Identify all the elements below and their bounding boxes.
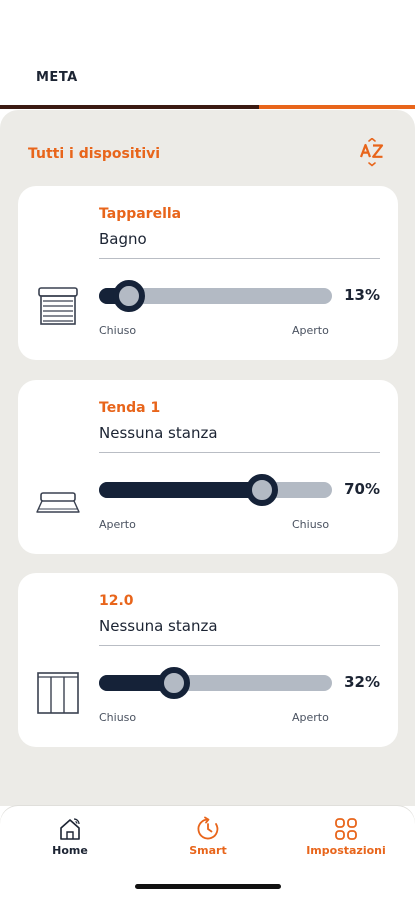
device-room: Nessuna stanza bbox=[99, 617, 218, 635]
home-icon bbox=[60, 818, 80, 840]
slider-fill bbox=[99, 675, 174, 691]
slider-min-label: Aperto bbox=[99, 518, 136, 531]
tab-label: Smart bbox=[189, 844, 227, 857]
slider-thumb[interactable] bbox=[158, 667, 190, 699]
tab-home[interactable]: Home bbox=[44, 816, 96, 866]
device-card-tenda-1[interactable]: Tenda 1 Nessuna stanza 70% Aperto Chiuso bbox=[18, 380, 398, 554]
devices-panel: Tutti i dispositivi Tapparella Bagn bbox=[0, 110, 415, 806]
slider-max-label: Aperto bbox=[292, 711, 329, 724]
slider-min-label: Chiuso bbox=[99, 324, 137, 337]
device-name: Tapparella bbox=[99, 206, 182, 222]
slider-fill bbox=[99, 482, 262, 498]
tab-label: Home bbox=[52, 844, 88, 857]
awning-icon bbox=[34, 476, 82, 524]
tab-impostazioni[interactable]: Impostazioni bbox=[300, 816, 392, 866]
device-room: Bagno bbox=[99, 230, 147, 248]
loading-progress-fill bbox=[0, 105, 260, 109]
slider-min-label: Chiuso bbox=[99, 711, 137, 724]
position-value: 70% bbox=[344, 480, 380, 498]
device-card-tapparella[interactable]: Tapparella Bagno 13% Chiuso Aperto bbox=[18, 186, 398, 360]
tab-smart[interactable]: Smart bbox=[180, 816, 236, 866]
device-name: 12.0 bbox=[99, 593, 134, 609]
section-title: Tutti i dispositivi bbox=[28, 146, 161, 162]
position-value: 13% bbox=[344, 286, 380, 304]
device-room: Nessuna stanza bbox=[99, 424, 218, 442]
home-indicator bbox=[135, 884, 281, 889]
sort-az-icon bbox=[359, 137, 384, 167]
slider-thumb[interactable] bbox=[246, 474, 278, 506]
position-slider[interactable] bbox=[99, 667, 332, 699]
loading-progress-bar bbox=[0, 105, 415, 109]
position-slider[interactable] bbox=[99, 474, 332, 506]
section-header: Tutti i dispositivi bbox=[28, 137, 386, 168]
position-value: 32% bbox=[344, 673, 380, 691]
bottom-tab-bar: Home Smart Impostazioni bbox=[0, 806, 415, 900]
slider-max-label: Aperto bbox=[292, 324, 329, 337]
card-divider bbox=[99, 452, 380, 453]
page-title: META bbox=[36, 70, 78, 85]
sort-az-button[interactable] bbox=[358, 137, 386, 168]
slider-thumb[interactable] bbox=[113, 280, 145, 312]
settings-grid-icon bbox=[335, 818, 357, 840]
device-name: Tenda 1 bbox=[99, 400, 161, 416]
smart-clock-icon bbox=[197, 816, 219, 840]
roller-shutter-icon bbox=[34, 282, 82, 330]
slider-max-label: Chiuso bbox=[292, 518, 330, 531]
card-divider bbox=[99, 645, 380, 646]
tab-label: Impostazioni bbox=[306, 844, 386, 857]
card-divider bbox=[99, 258, 380, 259]
app-header: META bbox=[0, 0, 415, 106]
vertical-blinds-icon bbox=[34, 669, 82, 717]
slider-track bbox=[99, 288, 332, 304]
position-slider[interactable] bbox=[99, 280, 332, 312]
device-card-12-0[interactable]: 12.0 Nessuna stanza 32% Chiuso Aperto bbox=[18, 573, 398, 747]
